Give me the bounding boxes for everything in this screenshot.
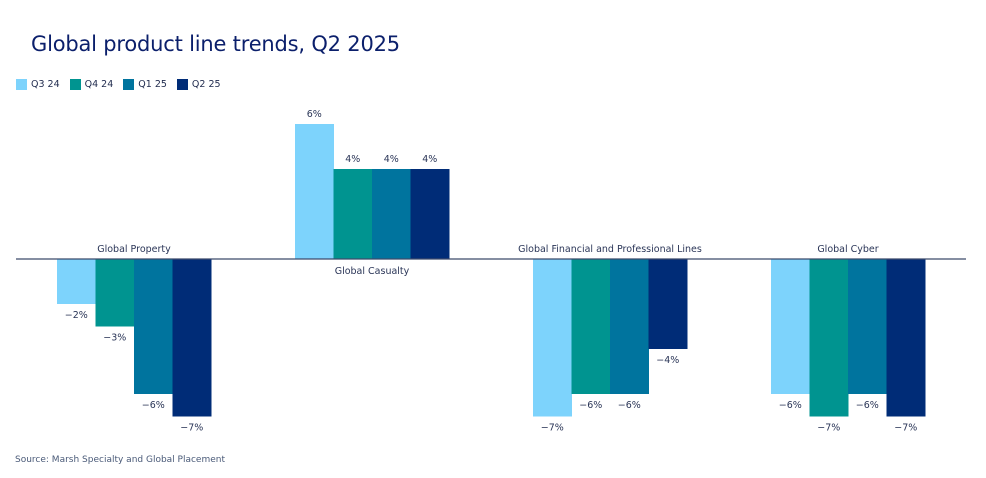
- chart-title: Global product line trends, Q2 2025: [31, 32, 400, 56]
- legend-swatch: [69, 79, 81, 90]
- category-label: Global Casualty: [335, 266, 410, 277]
- data-label: 4%: [345, 154, 360, 165]
- source-note: Source: Marsh Specialty and Global Place…: [15, 455, 226, 465]
- data-label: 4%: [422, 154, 437, 165]
- category-label: Global Property: [97, 244, 171, 255]
- legend-item-q3-24: Q3 24: [16, 79, 60, 90]
- data-label: −6%: [618, 400, 641, 411]
- legend: Q3 24 Q4 24 Q1 25 Q2 25: [16, 79, 221, 90]
- bar: [172, 259, 212, 417]
- legend-item-q4-24: Q4 24: [69, 79, 114, 90]
- data-label: −3%: [103, 333, 126, 344]
- data-label: −7%: [180, 423, 203, 434]
- legend-label: Q3 24: [31, 79, 60, 90]
- data-label: 4%: [384, 154, 399, 165]
- data-label: −2%: [65, 310, 88, 321]
- legend-item-q2-25: Q2 25: [176, 79, 221, 90]
- legend-label: Q4 24: [84, 79, 114, 90]
- data-label: −6%: [579, 400, 602, 411]
- category-label: Global Financial and Professional Lines: [518, 244, 702, 255]
- data-label: −7%: [894, 423, 917, 434]
- data-label: −6%: [779, 400, 802, 411]
- data-label: −4%: [656, 355, 679, 366]
- bar: [571, 259, 611, 394]
- data-label: −6%: [142, 400, 165, 411]
- bar: [533, 259, 572, 417]
- legend-label: Q1 25: [138, 79, 167, 90]
- bar: [610, 259, 649, 394]
- bar: [886, 259, 926, 417]
- legend-swatch: [176, 79, 188, 90]
- bar: [134, 259, 173, 394]
- bar: [295, 124, 334, 259]
- bar: [848, 259, 887, 394]
- bar: [95, 259, 135, 327]
- bar: [57, 259, 96, 304]
- bar: [372, 169, 411, 259]
- legend-label: Q2 25: [191, 79, 221, 90]
- data-label: −7%: [541, 423, 564, 434]
- bar: [333, 169, 373, 259]
- data-label: −7%: [817, 423, 840, 434]
- category-label: Global Cyber: [817, 244, 878, 255]
- bar: [771, 259, 810, 394]
- data-label: 6%: [307, 109, 322, 120]
- legend-swatch: [123, 79, 135, 90]
- bar: [648, 259, 688, 349]
- bar: [410, 169, 450, 259]
- legend-item-q1-25: Q1 25: [123, 79, 167, 90]
- bar: [809, 259, 849, 417]
- data-label: −6%: [856, 400, 879, 411]
- legend-swatch: [16, 79, 27, 90]
